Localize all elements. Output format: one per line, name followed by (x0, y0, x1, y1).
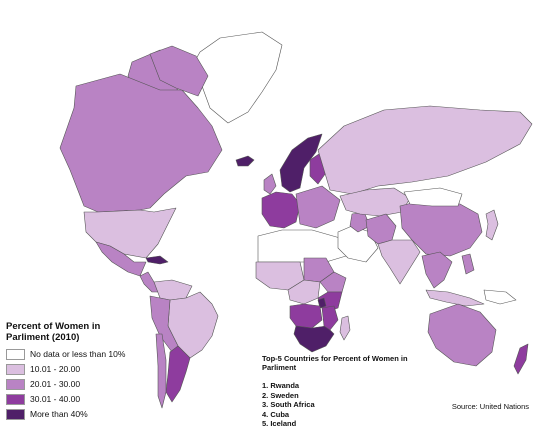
legend-title: Percent of Women in Parliment (2010) (6, 321, 101, 343)
region-ethiopia (319, 271, 347, 293)
region-usa (83, 207, 177, 259)
region-mexico (95, 241, 147, 277)
legend-label: 10.01 - 20.00 (30, 364, 81, 374)
top5-countries-box: Top-5 Countries for Percent of Women in … (262, 354, 412, 429)
region-south-africa (293, 325, 335, 353)
legend-item: No data or less than 10% (6, 347, 146, 361)
region-mozambique (321, 305, 339, 331)
legend-swatch (6, 408, 25, 420)
region-uk (263, 173, 277, 195)
top5-item: 1. Rwanda (262, 381, 300, 390)
legend-swatch (6, 393, 25, 405)
legend-swatch (6, 348, 25, 360)
legend-label: More than 40% (30, 409, 88, 419)
legend-item: 20.01 - 30.00 (6, 377, 146, 391)
region-indonesia (425, 289, 485, 307)
region-madagascar (339, 315, 351, 341)
legend-item: 10.01 - 20.00 (6, 362, 146, 376)
legend-label: No data or less than 10% (30, 349, 126, 359)
region-australia (427, 303, 497, 367)
map-legend: Percent of Women in Parliment (2010) No … (6, 321, 146, 422)
top5-item: 5. Iceland (262, 419, 297, 428)
legend-swatch (6, 363, 25, 375)
region-philippines (461, 253, 475, 275)
legend-label: 30.01 - 40.00 (30, 394, 81, 404)
region-eastern-europe (295, 185, 341, 229)
legend-item: 30.01 - 40.00 (6, 392, 146, 406)
top5-title: Top-5 Countries for Percent of Women in … (262, 354, 408, 372)
region-argentina (165, 345, 191, 403)
region-angola-zambia (289, 303, 323, 329)
region-iceland (235, 155, 255, 167)
region-western-europe (261, 191, 301, 229)
legend-swatch (6, 378, 25, 390)
region-india (377, 239, 421, 285)
source-note: Source: United Nations (451, 402, 529, 411)
region-southeast-asia (421, 251, 453, 289)
region-japan (485, 209, 499, 241)
region-chile (155, 333, 167, 409)
top5-item: 4. Cuba (262, 409, 290, 419)
legend-item: More than 40% (6, 407, 146, 421)
region-new-guinea (483, 289, 517, 305)
region-cuba (145, 255, 169, 265)
region-canada (59, 73, 223, 213)
region-new-zealand (513, 343, 529, 375)
top5-item: 3. South Africa (262, 400, 315, 409)
region-colombia-venezuela (153, 279, 193, 301)
region-canada-islands (149, 45, 209, 97)
region-mongolia (403, 187, 463, 207)
top5-item: 2. Sweden (262, 390, 299, 400)
legend-label: 20.01 - 30.00 (30, 379, 81, 389)
region-north-africa (257, 229, 347, 263)
region-russia (317, 105, 533, 195)
region-rwanda (317, 297, 327, 309)
